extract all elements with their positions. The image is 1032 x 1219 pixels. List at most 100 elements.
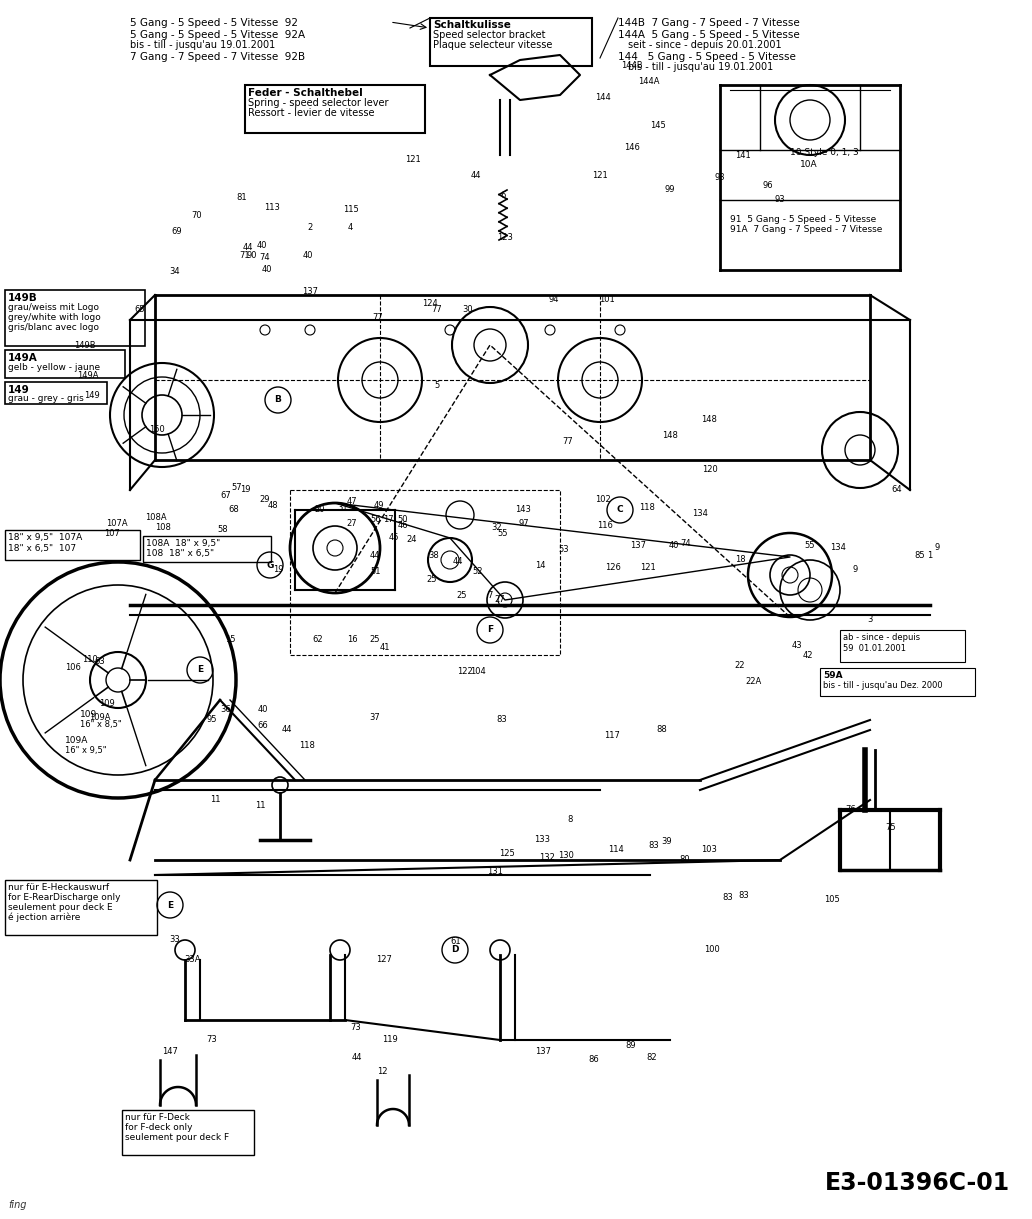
Text: F: F [487,625,493,635]
Text: 57: 57 [232,484,243,492]
Text: 77: 77 [562,438,574,446]
Text: 5 Gang - 5 Speed - 5 Vitesse  92A: 5 Gang - 5 Speed - 5 Vitesse 92A [130,30,305,40]
Text: 47: 47 [347,497,357,507]
Text: 62: 62 [313,635,323,645]
Text: 67: 67 [221,490,231,500]
Text: 131: 131 [487,868,503,876]
Text: 149: 149 [8,385,30,395]
Text: fing: fing [8,1199,27,1210]
Text: 27: 27 [347,519,357,529]
Text: 89: 89 [625,1041,637,1050]
Text: 50: 50 [397,514,409,523]
Text: 25: 25 [427,575,438,584]
Text: 106: 106 [65,663,80,673]
Text: 77: 77 [431,306,443,315]
Text: 108A  18" x 9,5": 108A 18" x 9,5" [146,539,220,549]
Text: 134: 134 [692,510,708,518]
Text: 12: 12 [377,1068,387,1076]
Bar [840,630,965,662]
Text: 42: 42 [803,651,813,659]
Text: 51: 51 [370,568,381,577]
Text: 29: 29 [260,495,270,505]
Text: 10A: 10A [800,160,817,169]
Text: 130: 130 [558,852,574,861]
Text: 46: 46 [397,521,409,529]
Text: 25: 25 [457,590,467,600]
Text: 39: 39 [662,837,672,846]
Text: 123: 123 [497,234,513,243]
Text: 17: 17 [383,516,393,524]
Text: 18" x 9,5"  107A: 18" x 9,5" 107A [8,533,83,542]
Text: 100: 100 [704,946,720,954]
Text: 83: 83 [496,716,508,724]
Text: 70: 70 [192,211,202,219]
Text: E: E [167,901,173,909]
Text: 122: 122 [457,668,473,677]
Text: 124: 124 [422,300,438,308]
Text: 55: 55 [497,529,508,539]
Text: 16" x 9,5": 16" x 9,5" [65,746,106,755]
Text: G: G [266,561,273,569]
Bar [820,668,975,696]
Text: 44: 44 [352,1052,362,1062]
Text: grau/weiss mit Logo: grau/weiss mit Logo [8,304,99,312]
Text: 97: 97 [519,519,529,529]
Text: 121: 121 [406,156,421,165]
Text: 22A: 22A [746,678,762,686]
Text: 144   5 Gang - 5 Speed - 5 Vitesse: 144 5 Gang - 5 Speed - 5 Vitesse [618,52,796,62]
Text: D: D [451,946,459,954]
Text: 144A: 144A [638,78,659,87]
Text: 33: 33 [169,935,181,945]
Text: 144A  5 Gang - 5 Speed - 5 Vitesse: 144A 5 Gang - 5 Speed - 5 Vitesse [618,30,800,40]
Bar [122,1111,254,1154]
Text: 114: 114 [608,846,624,855]
Text: 148: 148 [701,416,717,424]
Text: Ressort - levier de vitesse: Ressort - levier de vitesse [248,108,375,118]
Text: 96: 96 [763,180,773,189]
Text: 108  18" x 6,5": 108 18" x 6,5" [146,549,214,558]
Text: 38: 38 [428,551,440,560]
Text: seit - since - depuis 20.01.2001: seit - since - depuis 20.01.2001 [628,40,781,50]
Text: 118: 118 [299,740,315,750]
Text: 73: 73 [351,1024,361,1032]
Bar [5,880,157,935]
Text: Schaltkulisse: Schaltkulisse [433,20,511,30]
Text: seulement pour deck F: seulement pour deck F [125,1132,229,1142]
Text: 44: 44 [243,244,253,252]
Text: 45: 45 [389,534,399,542]
Text: ab - since - depuis: ab - since - depuis [843,633,921,642]
Text: grey/white with logo: grey/white with logo [8,313,101,322]
Text: 65: 65 [135,306,146,315]
Text: 88: 88 [656,725,668,735]
Text: 14: 14 [535,561,545,569]
Text: 7: 7 [487,590,492,600]
Text: 40: 40 [262,266,272,274]
Text: B: B [275,395,282,405]
Text: 76: 76 [845,806,857,814]
Text: 141: 141 [735,150,751,160]
Text: 121: 121 [640,563,656,573]
Text: 90: 90 [247,251,257,261]
Text: 85: 85 [914,551,926,561]
Text: 144B  7 Gang - 7 Speed - 7 Vitesse: 144B 7 Gang - 7 Speed - 7 Vitesse [618,18,800,28]
Text: grau - grey - gris: grau - grey - gris [8,394,84,403]
Text: Feder - Schalthebel: Feder - Schalthebel [248,88,363,98]
Text: 125: 125 [499,850,515,858]
Text: 149: 149 [85,391,100,401]
Text: 137: 137 [535,1047,551,1057]
Text: 99: 99 [665,185,675,195]
Text: 59A: 59A [823,670,842,680]
Text: 149B: 149B [74,340,96,350]
Text: 83: 83 [739,891,749,900]
Text: 10 Style 0, 1, 3: 10 Style 0, 1, 3 [791,147,859,157]
Text: 40: 40 [258,706,268,714]
Text: 81: 81 [236,194,248,202]
Text: 115: 115 [343,206,359,215]
Bar [5,290,146,346]
Text: 109: 109 [80,709,97,719]
Text: 116: 116 [598,522,613,530]
Bar [5,350,125,378]
Text: 15: 15 [225,635,235,645]
Text: 146: 146 [624,144,640,152]
Text: 24: 24 [407,535,417,545]
